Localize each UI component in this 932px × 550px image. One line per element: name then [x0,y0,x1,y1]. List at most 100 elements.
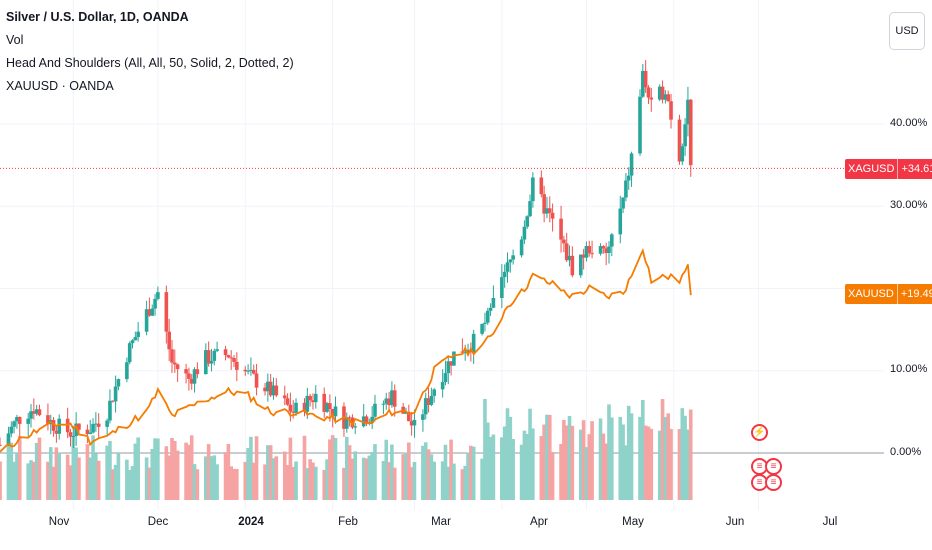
volume-bar [322,469,327,500]
us-flag-event-icon[interactable]: ≡ [765,474,782,491]
volume-bar [6,439,11,500]
volume-bar [508,416,513,500]
volume-bar [542,424,546,500]
candle-body [663,94,668,100]
volume-bar [641,399,645,500]
badge-symbol: XAGUSD [848,163,895,175]
candle-body [641,70,645,97]
volume-bar [421,445,425,500]
volume-bar [618,416,623,500]
legend-title[interactable]: Silver / U.S. Dollar, 1D, OANDA [6,10,189,24]
legend-compare-symbol[interactable]: XAUUSD · OANDA [6,79,114,93]
volume-bar [130,466,135,500]
x-tick-label: Dec [147,516,169,528]
candle-body [173,362,177,365]
candle-body [108,400,112,421]
volume-bar [325,459,329,500]
volume-bar [175,450,180,500]
us-flag-event-icon[interactable]: ≡ [765,458,782,475]
lightning-icon[interactable]: ⚡ [751,424,768,441]
volume-bar [370,451,374,500]
candle-body [370,416,374,423]
volume-bar [440,461,445,500]
candle-body [629,153,634,176]
candle-body [34,409,39,414]
volume-bar [626,405,631,500]
legend-volume[interactable]: Vol [6,33,24,47]
volume-bar [466,452,470,500]
volume-bar [46,461,50,500]
candle-body [249,369,253,371]
candle-body [29,411,33,419]
candle-body [192,369,197,384]
candle-body [74,423,78,437]
candle-body [626,175,631,181]
legend-indicator[interactable]: Head And Shoulders (All, All, 50, Solid,… [6,56,294,70]
candle-body [578,254,583,276]
volume-bar [407,442,411,500]
candle-body [271,385,276,396]
candle-body [91,424,95,433]
candle-body [212,350,217,361]
volume-bar [263,464,267,500]
candle-body [77,423,81,430]
candle-body [407,411,411,422]
volume-bar [136,437,140,500]
candle-body [432,389,436,396]
candle-body [570,255,575,276]
volume-bar [621,424,625,500]
candle-body [94,423,98,425]
candle-body [446,361,451,374]
volume-bar [584,447,589,500]
volume-bar [663,416,668,500]
volume-bar [54,447,59,500]
candle-body [282,395,287,399]
candle-body [480,323,484,334]
volume-bar [500,437,504,500]
candle-body [254,373,259,388]
us-flag-event-icon[interactable]: ≡ [751,474,768,491]
xauusd-price-badge: XAUUSD +19.49% [845,284,932,304]
volume-bar [367,455,372,500]
candle-body [184,369,188,374]
candle-body [624,180,628,198]
candle-body [485,310,490,323]
volume-bar [344,436,349,500]
candle-body [215,349,219,351]
volume-bar [463,465,468,500]
volume-bar [235,468,239,500]
volume-bar [587,434,592,500]
gold-compare-line [0,247,692,453]
candle-body [0,444,2,446]
candle-body [604,248,608,254]
volume-bar [443,444,448,500]
candle-body [164,292,169,332]
volume-bar [110,469,115,500]
candle-body [302,402,307,412]
volume-bar [559,444,563,500]
candle-body [361,416,366,427]
volume-bar [302,435,307,500]
candle-body [429,395,434,405]
candle-body [488,307,493,311]
candle-body [452,351,456,366]
currency-button[interactable]: USD [889,12,925,50]
badge-divider [896,284,898,304]
volume-bar [333,438,338,500]
volume-bar [688,409,693,500]
candle-body [68,432,73,437]
volume-bar [353,451,358,500]
candle-body [409,421,414,426]
volume-bar [268,445,273,500]
candle-body [153,298,157,309]
volume-bar [94,453,98,500]
volume-bar [604,443,608,500]
candle-body [54,430,59,434]
candle-body [373,403,377,417]
candle-body [519,239,524,256]
volume-bar [562,419,566,500]
volume-bar [91,435,95,500]
volume-bar [243,461,248,500]
volume-bar [502,426,507,500]
